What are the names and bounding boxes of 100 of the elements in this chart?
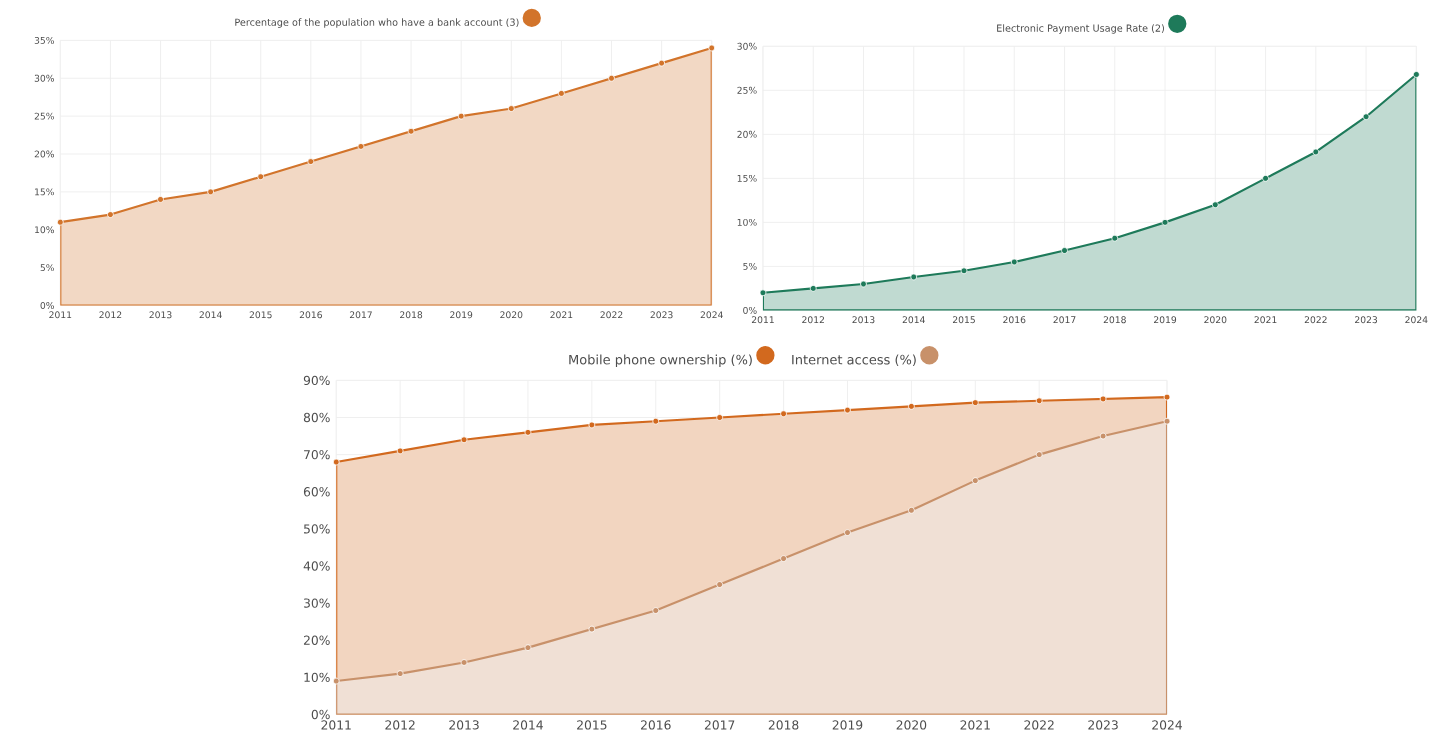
x-tick-label: 2012 — [385, 720, 415, 730]
point — [558, 90, 565, 97]
x-tick-label: 2018 — [400, 311, 423, 319]
point — [257, 173, 265, 181]
y-tick-label: 60% — [303, 487, 330, 497]
point — [157, 196, 164, 203]
y-tick-label: 5% — [743, 262, 757, 270]
point — [332, 677, 340, 685]
x-tick-label: 2014 — [199, 311, 222, 319]
x-tick-label: 2023 — [650, 311, 673, 319]
x-tick-label: 2014 — [513, 720, 543, 730]
x-tick-label: 2023 — [1355, 316, 1378, 324]
y-tick-label: 0% — [311, 709, 330, 720]
point — [457, 112, 465, 120]
point — [1312, 148, 1320, 156]
x-tick-label: 2012 — [99, 311, 122, 319]
point — [908, 403, 915, 410]
point — [844, 406, 851, 414]
y-tick-label: 0% — [40, 302, 55, 309]
point — [460, 436, 468, 444]
point — [332, 458, 340, 466]
point — [1211, 201, 1219, 209]
point — [107, 211, 114, 218]
y-tick-label: 20% — [737, 130, 757, 138]
x-tick-label: 2019 — [1154, 316, 1177, 324]
point — [971, 399, 979, 407]
x-tick-label: 2018 — [768, 720, 799, 730]
x-tick-label: 2020 — [1204, 316, 1227, 324]
x-tick-label: 2017 — [704, 720, 735, 730]
y-tick-label: 25% — [737, 86, 757, 94]
point — [1035, 451, 1043, 458]
point — [716, 414, 724, 421]
y-tick-label: 25% — [34, 112, 55, 120]
x-tick-label: 2024 — [1405, 316, 1428, 324]
point — [1161, 219, 1169, 226]
x-tick-label: 2011 — [49, 311, 72, 319]
point — [1010, 258, 1018, 266]
x-tick-label: 2021 — [1254, 316, 1277, 324]
x-tick-label: 2024 — [700, 311, 723, 319]
x-tick-label: 2020 — [500, 311, 523, 319]
point — [971, 477, 979, 484]
point — [708, 44, 716, 52]
x-tick-label: 2016 — [641, 720, 671, 730]
x-tick-label: 2022 — [1024, 720, 1054, 730]
point — [1061, 247, 1068, 254]
point — [1262, 174, 1269, 182]
y-tick-label: 10% — [35, 226, 55, 234]
point — [1099, 432, 1107, 440]
point — [1099, 395, 1107, 403]
point — [56, 218, 64, 226]
point — [307, 158, 315, 165]
legend-label: Mobile phone ownership (%) — [569, 354, 752, 368]
x-tick-label: 2015 — [577, 720, 607, 730]
x-tick-label: 2019 — [832, 720, 863, 730]
point — [960, 267, 968, 275]
y-tick-label: 80% — [303, 412, 330, 423]
x-tick-label: 2022 — [600, 311, 623, 319]
point — [396, 447, 404, 455]
point — [1111, 234, 1119, 242]
x-tick-label: 2021 — [960, 720, 990, 730]
y-tick-label: 35% — [34, 36, 55, 44]
y-tick-label: 30% — [737, 42, 757, 50]
point — [357, 143, 365, 150]
x-tick-label: 2023 — [1088, 720, 1118, 730]
point — [1163, 417, 1171, 425]
point — [1035, 397, 1043, 405]
y-tick-label: 10% — [304, 672, 330, 683]
x-tick-label: 2016 — [1003, 316, 1026, 324]
x-tick-label: 2019 — [450, 311, 473, 319]
x-tick-label: 2018 — [1103, 316, 1126, 324]
y-tick-label: 10% — [737, 218, 757, 226]
y-tick-label: 70% — [304, 449, 330, 460]
point — [908, 506, 915, 514]
point — [396, 670, 404, 677]
x-tick-label: 2020 — [896, 720, 927, 730]
x-tick-label: 2021 — [550, 311, 573, 319]
x-tick-label: 2013 — [852, 316, 875, 324]
x-tick-label: 2022 — [1304, 316, 1327, 324]
point — [524, 644, 532, 652]
point — [588, 625, 596, 633]
y-tick-label: 30% — [34, 74, 55, 82]
x-tick-label: 2016 — [299, 311, 322, 319]
point — [207, 188, 215, 196]
x-tick-label: 2015 — [952, 316, 975, 324]
legend-label: Internet access (%) — [792, 354, 916, 367]
y-tick-label: 50% — [304, 524, 330, 534]
x-tick-label: 2013 — [149, 311, 172, 319]
legend-label: Electronic Payment Usage Rate (2) — [997, 24, 1164, 34]
point — [759, 289, 767, 297]
x-tick-label: 2014 — [902, 316, 925, 324]
point — [652, 417, 660, 425]
point — [809, 285, 817, 292]
point — [1163, 393, 1171, 401]
point — [780, 410, 787, 418]
y-tick-label: 15% — [737, 174, 757, 182]
x-tick-label: 2024 — [1152, 720, 1182, 730]
y-tick-label: 15% — [35, 188, 55, 196]
x-tick-label: 2011 — [321, 720, 351, 730]
point — [1412, 71, 1420, 78]
point — [608, 74, 615, 82]
